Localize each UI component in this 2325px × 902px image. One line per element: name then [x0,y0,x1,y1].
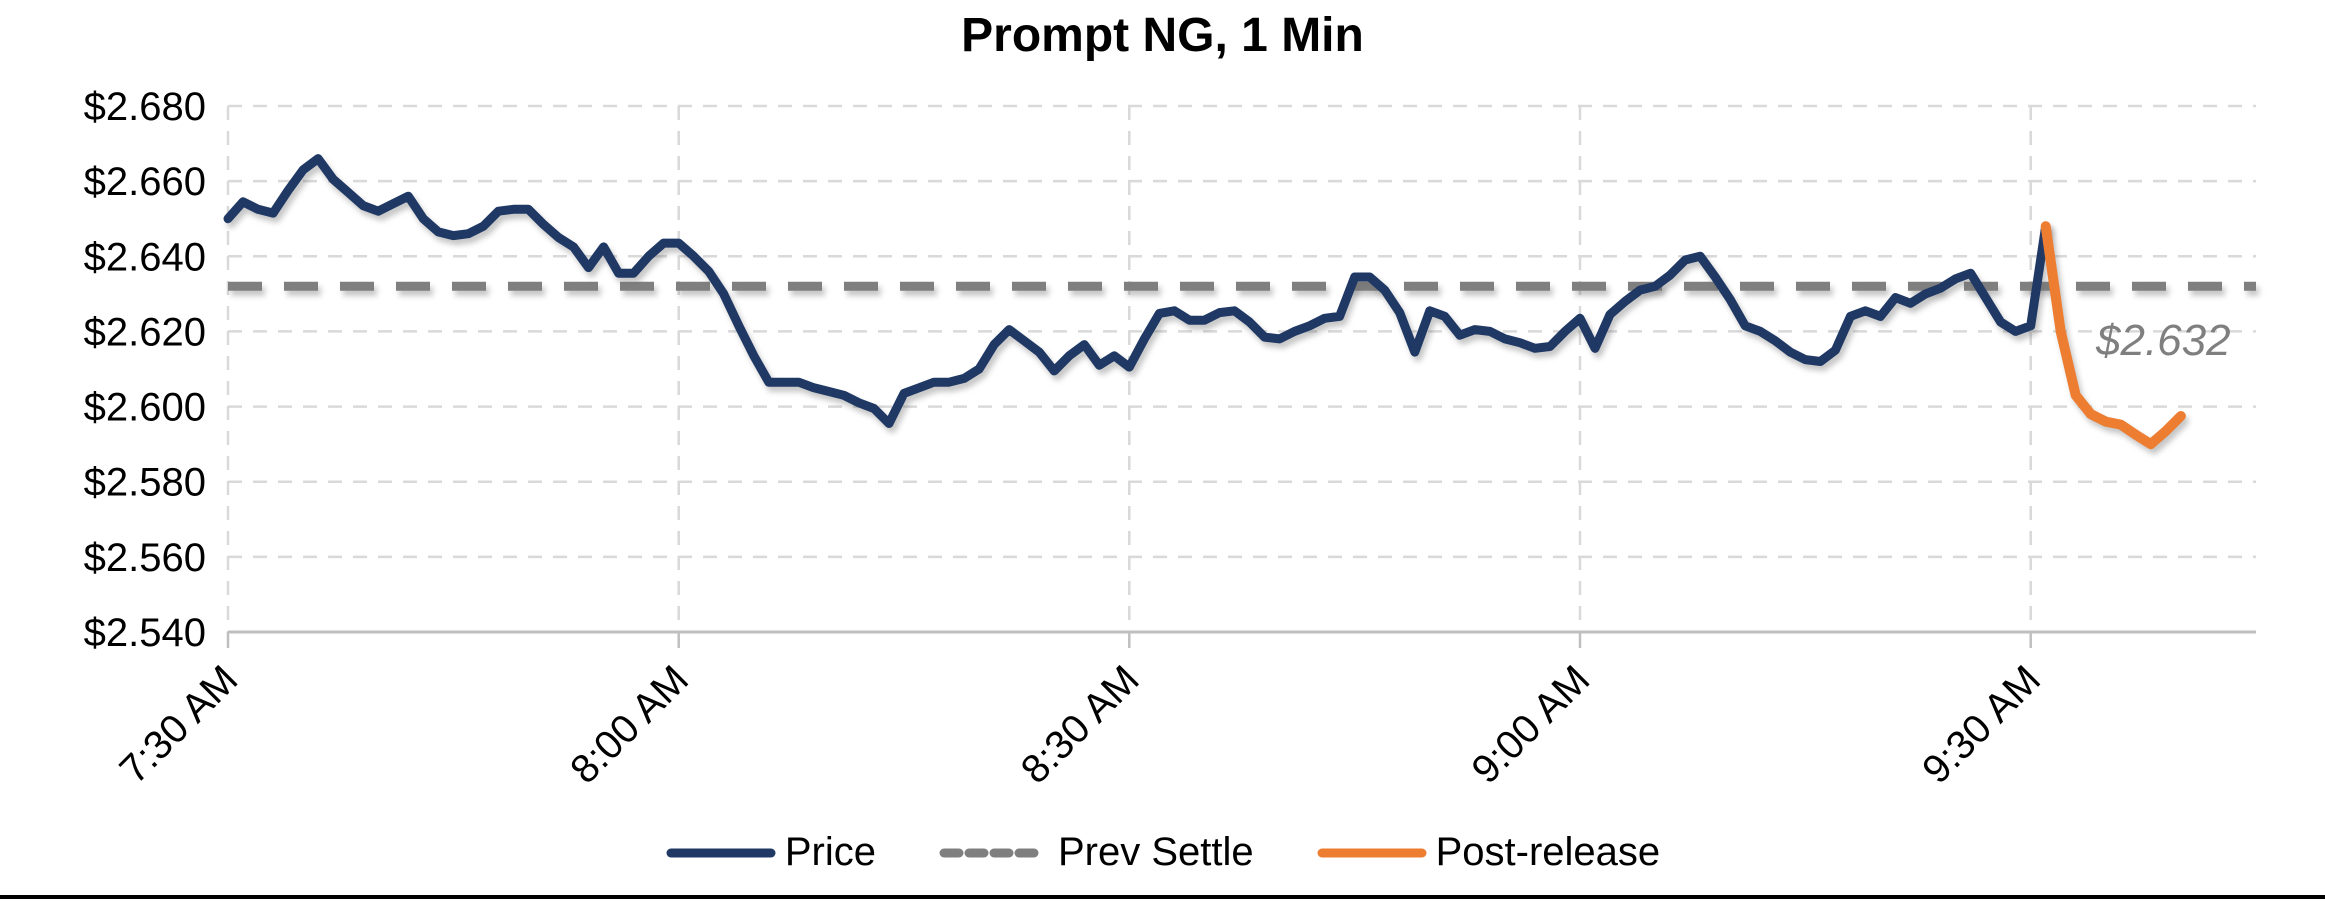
legend-item-price: Price [665,830,876,875]
legend-label-post-release: Post-release [1435,830,1661,874]
prev-settle-annotation: $2.632 [2096,316,2231,365]
post-release-line [2040,221,2186,450]
x-axis-label: 7:30 AM [111,657,246,792]
y-axis-label: $2.620 [84,310,206,354]
chart-title: Prompt NG, 1 Min [961,9,1364,62]
y-axis-label: $2.660 [84,160,206,204]
y-axis-label: $2.580 [84,461,206,505]
price-line-swatch [666,848,776,857]
y-axis-label: $2.600 [84,386,206,430]
x-axis-label: 8:30 AM [1013,657,1148,792]
post-release-line-swatch [1317,848,1427,857]
y-axis-label: $2.680 [84,85,206,129]
legend: Price Prev Settle Post-release [0,830,2325,875]
legend-item-post-release: Post-release [1316,830,1661,875]
y-axis-label: $2.640 [84,235,206,279]
bottom-border-rule [0,895,2325,899]
legend-label-prev-settle: Prev Settle [1057,830,1254,874]
x-axis-label: 9:00 AM [1463,657,1598,792]
y-axis-label: $2.540 [84,611,206,655]
x-axis-label: 9:30 AM [1914,657,2049,792]
prev-settle-line-swatch [939,848,1049,857]
price-line [223,154,2051,428]
x-axis-label: 8:00 AM [562,657,697,792]
y-axis-label: $2.560 [84,536,206,580]
legend-item-prev-settle: Prev Settle [938,830,1254,875]
legend-label-price: Price [784,830,876,874]
